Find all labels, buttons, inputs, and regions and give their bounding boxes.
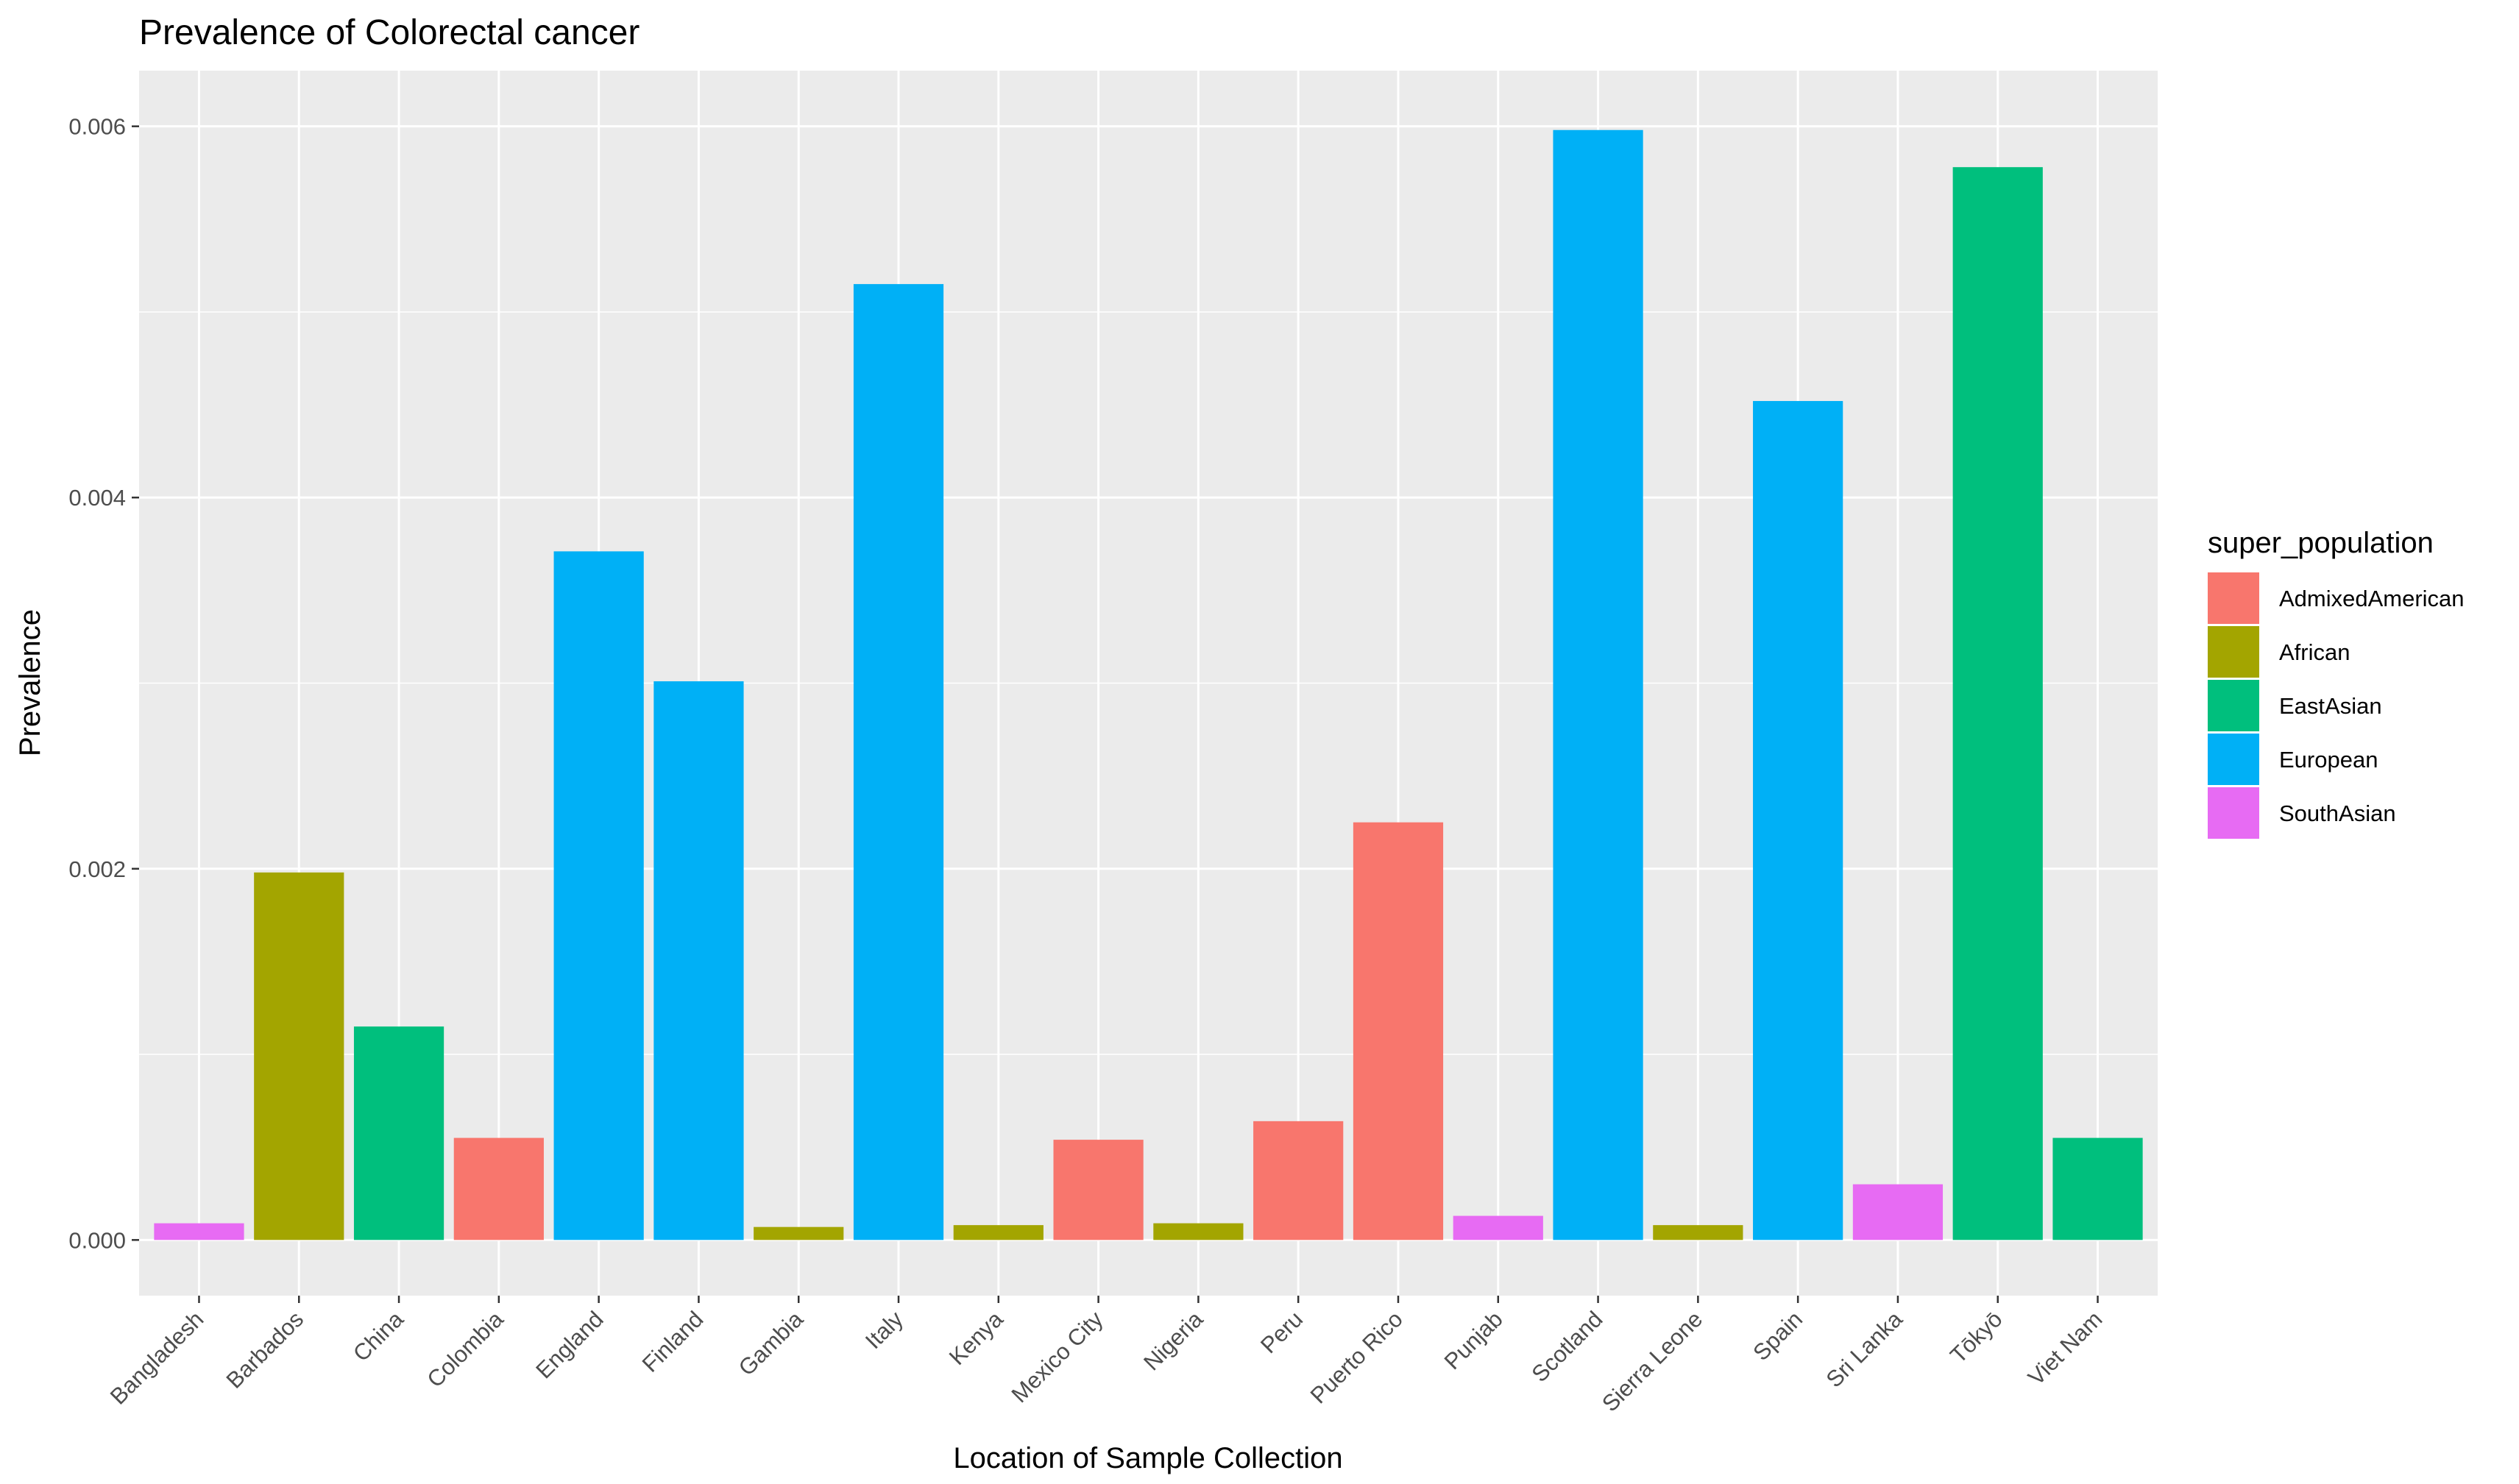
legend-title: super_population [2208,527,2434,559]
legend-label: European [2279,747,2378,773]
bar-colombia [453,1137,544,1240]
x-tick-label: Mexico City [1007,1306,1108,1407]
y-tick-label: 0.002 [68,856,126,882]
x-axis-title: Location of Sample Collection [953,1442,1342,1474]
x-tick-label: Sri Lanka [1821,1306,1908,1393]
bar-italy [853,284,944,1240]
legend-key [2208,572,2259,624]
bar-spain [1753,401,1843,1240]
chart-title: Prevalence of Colorectal cancer [139,13,640,52]
bar-mexico-city [1053,1140,1144,1240]
y-axis: 0.000 0.002 0.004 0.006 [68,114,139,1253]
bar-nigeria [1153,1223,1244,1240]
bar-sierra-leone [1653,1225,1743,1240]
bar-barbados [254,872,344,1240]
y-tick-label: 0.006 [68,114,126,140]
x-tick-label: Colombia [422,1306,509,1393]
x-tick-label: Finland [637,1306,709,1377]
legend: super_population AdmixedAmerican African E… [2208,527,2465,839]
bars [154,129,2143,1240]
legend-key [2208,734,2259,785]
bar-tōkyō [1952,167,2043,1240]
legend-label: African [2279,639,2350,665]
x-tick-label: Peru [1255,1306,1308,1358]
x-tick-label: China [348,1306,409,1367]
x-tick-label: Barbados [222,1306,309,1394]
x-tick-label: Gambia [734,1306,809,1381]
bar-gambia [754,1226,844,1240]
x-tick-label: Tōkyō [1945,1306,2007,1368]
x-tick-label: Bangladesh [105,1306,209,1410]
x-axis: Bangladesh Barbados China Colombia England Fi… [105,1296,2107,1416]
bar-viet-nam [2052,1137,2143,1240]
x-tick-label: Scotland [1526,1306,1607,1387]
bar-scotland [1553,129,1643,1240]
x-tick-label: Puerto Rico [1305,1306,1408,1408]
legend-key [2208,680,2259,731]
legend-key [2208,787,2259,839]
bar-peru [1253,1121,1344,1240]
x-tick-label: England [531,1306,608,1383]
legend-label: SouthAsian [2279,800,2396,826]
x-tick-label: Viet Nam [2023,1306,2107,1390]
legend-key [2208,626,2259,678]
x-tick-label: Kenya [944,1306,1008,1370]
x-tick-label: Spain [1748,1306,1807,1366]
bar-bangladesh [154,1223,244,1240]
x-tick-label: Punjab [1439,1306,1508,1374]
y-tick-label: 0.000 [68,1227,126,1253]
legend-label: EastAsian [2279,693,2382,719]
bar-puerto-rico [1353,822,1444,1240]
bar-punjab [1453,1215,1543,1240]
y-tick-label: 0.004 [68,485,126,511]
x-tick-label: Nigeria [1138,1306,1208,1376]
legend-label: AdmixedAmerican [2279,586,2465,611]
y-axis-title: Prevalence [14,609,46,756]
bar-england [553,551,644,1240]
bar-china [353,1026,444,1240]
bar-kenya [953,1225,1044,1240]
bar-finland [653,681,744,1240]
x-tick-label: Sierra Leone [1597,1306,1707,1416]
x-tick-label: Italy [860,1306,908,1354]
bar-sri-lanka [1852,1184,1944,1240]
